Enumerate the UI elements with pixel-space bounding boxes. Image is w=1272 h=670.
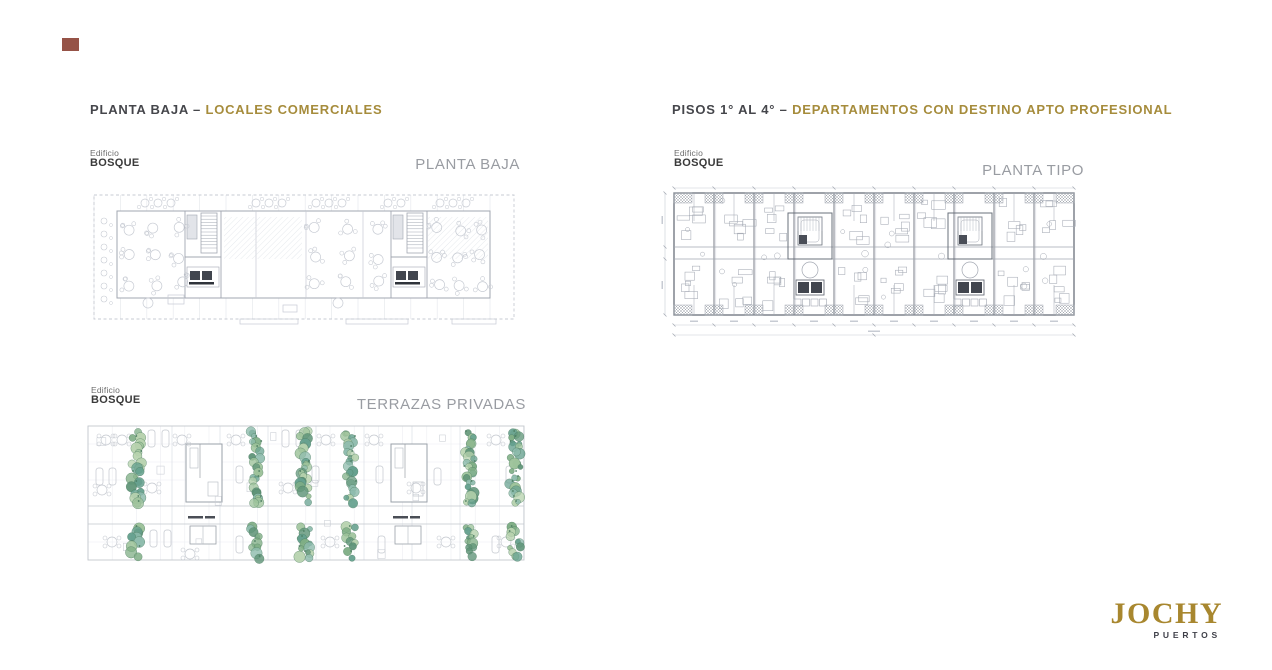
building-label-small: Edificio: [91, 385, 121, 395]
heading-right-highlight: DEPARTAMENTOS CON DESTINO APTO PROFESION…: [792, 102, 1173, 117]
heading-planta-baja: PLANTA BAJA – LOCALES COMERCIALES: [90, 102, 382, 117]
heading-left-prefix: PLANTA BAJA –: [90, 102, 206, 117]
floor-plan-drawing-terrazas: [87, 425, 526, 564]
figure-planta-tipo-header: Edificio BOSQUE PLANTA TIPO: [660, 148, 1084, 185]
logo-name: JOCHY: [1110, 597, 1223, 630]
plan-title-planta-baja: PLANTA BAJA: [415, 156, 520, 173]
figure-planta-tipo: Edificio BOSQUE PLANTA TIPO: [660, 148, 1084, 345]
heading-left-highlight: LOCALES COMERCIALES: [205, 102, 383, 117]
floor-plan-drawing-planta-tipo: [661, 186, 1076, 337]
building-label-name: BOSQUE: [90, 157, 140, 169]
figure-terrazas: Edificio BOSQUE TERRAZAS PRIVADAS: [86, 385, 526, 568]
figure-planta-baja-header: Edificio BOSQUE PLANTA BAJA: [88, 148, 520, 185]
figure-terrazas-header: Edificio BOSQUE TERRAZAS PRIVADAS: [86, 385, 526, 418]
floor-plan-drawing-planta-baja: [93, 194, 515, 325]
plan-title-terrazas: TERRAZAS PRIVADAS: [356, 396, 526, 413]
heading-right-prefix: PISOS 1° AL 4° –: [672, 102, 793, 117]
plan-title-planta-tipo: PLANTA TIPO: [982, 162, 1084, 179]
company-logo: JOCHY PUERTOS: [1111, 599, 1224, 640]
logo-subtitle: PUERTOS: [1153, 630, 1221, 640]
slide-corner-mark: [62, 38, 79, 51]
building-label-name: BOSQUE: [91, 394, 141, 406]
figure-planta-baja: Edificio BOSQUE PLANTA BAJA: [88, 148, 520, 330]
building-label-name: BOSQUE: [674, 157, 724, 169]
building-label-small: Edificio: [90, 148, 120, 158]
heading-pisos: PISOS 1° AL 4° – DEPARTAMENTOS CON DESTI…: [672, 102, 1172, 117]
building-label-small: Edificio: [674, 148, 704, 158]
